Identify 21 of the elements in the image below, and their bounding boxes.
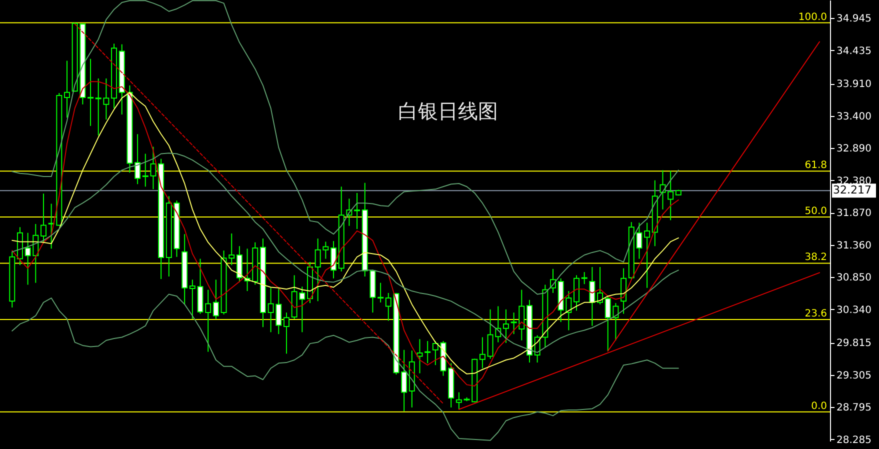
y-tick-label: 34.945 <box>836 14 872 25</box>
annotation: 61.8 <box>804 160 827 172</box>
y-tick-label: 32.890 <box>836 144 872 155</box>
y-tick-label: 28.795 <box>836 402 872 414</box>
annotation: 23.6 <box>804 308 827 320</box>
annotation: 50.0 <box>804 206 827 218</box>
y-tick-label: 30.850 <box>836 272 872 284</box>
y-tick-label: 29.815 <box>836 338 872 350</box>
annotation: 38.2 <box>804 252 827 264</box>
annotation: 100.0 <box>798 12 827 23</box>
y-tick-label: 31.870 <box>836 208 872 220</box>
y-tick-label: 28.285 <box>836 434 872 446</box>
y-tick-label: 34.435 <box>836 46 872 57</box>
y-tick-label: 30.340 <box>836 304 872 316</box>
text: 白银日线图 <box>398 99 498 123</box>
y-tick-label: 33.400 <box>836 111 872 122</box>
y-tick-label: 29.305 <box>836 370 872 382</box>
ref-line-label: 32.217 <box>833 184 872 197</box>
annotation: 0.0 <box>811 400 827 412</box>
y-tick-label: 31.360 <box>836 240 872 252</box>
y-tick-label: 33.910 <box>836 79 872 90</box>
